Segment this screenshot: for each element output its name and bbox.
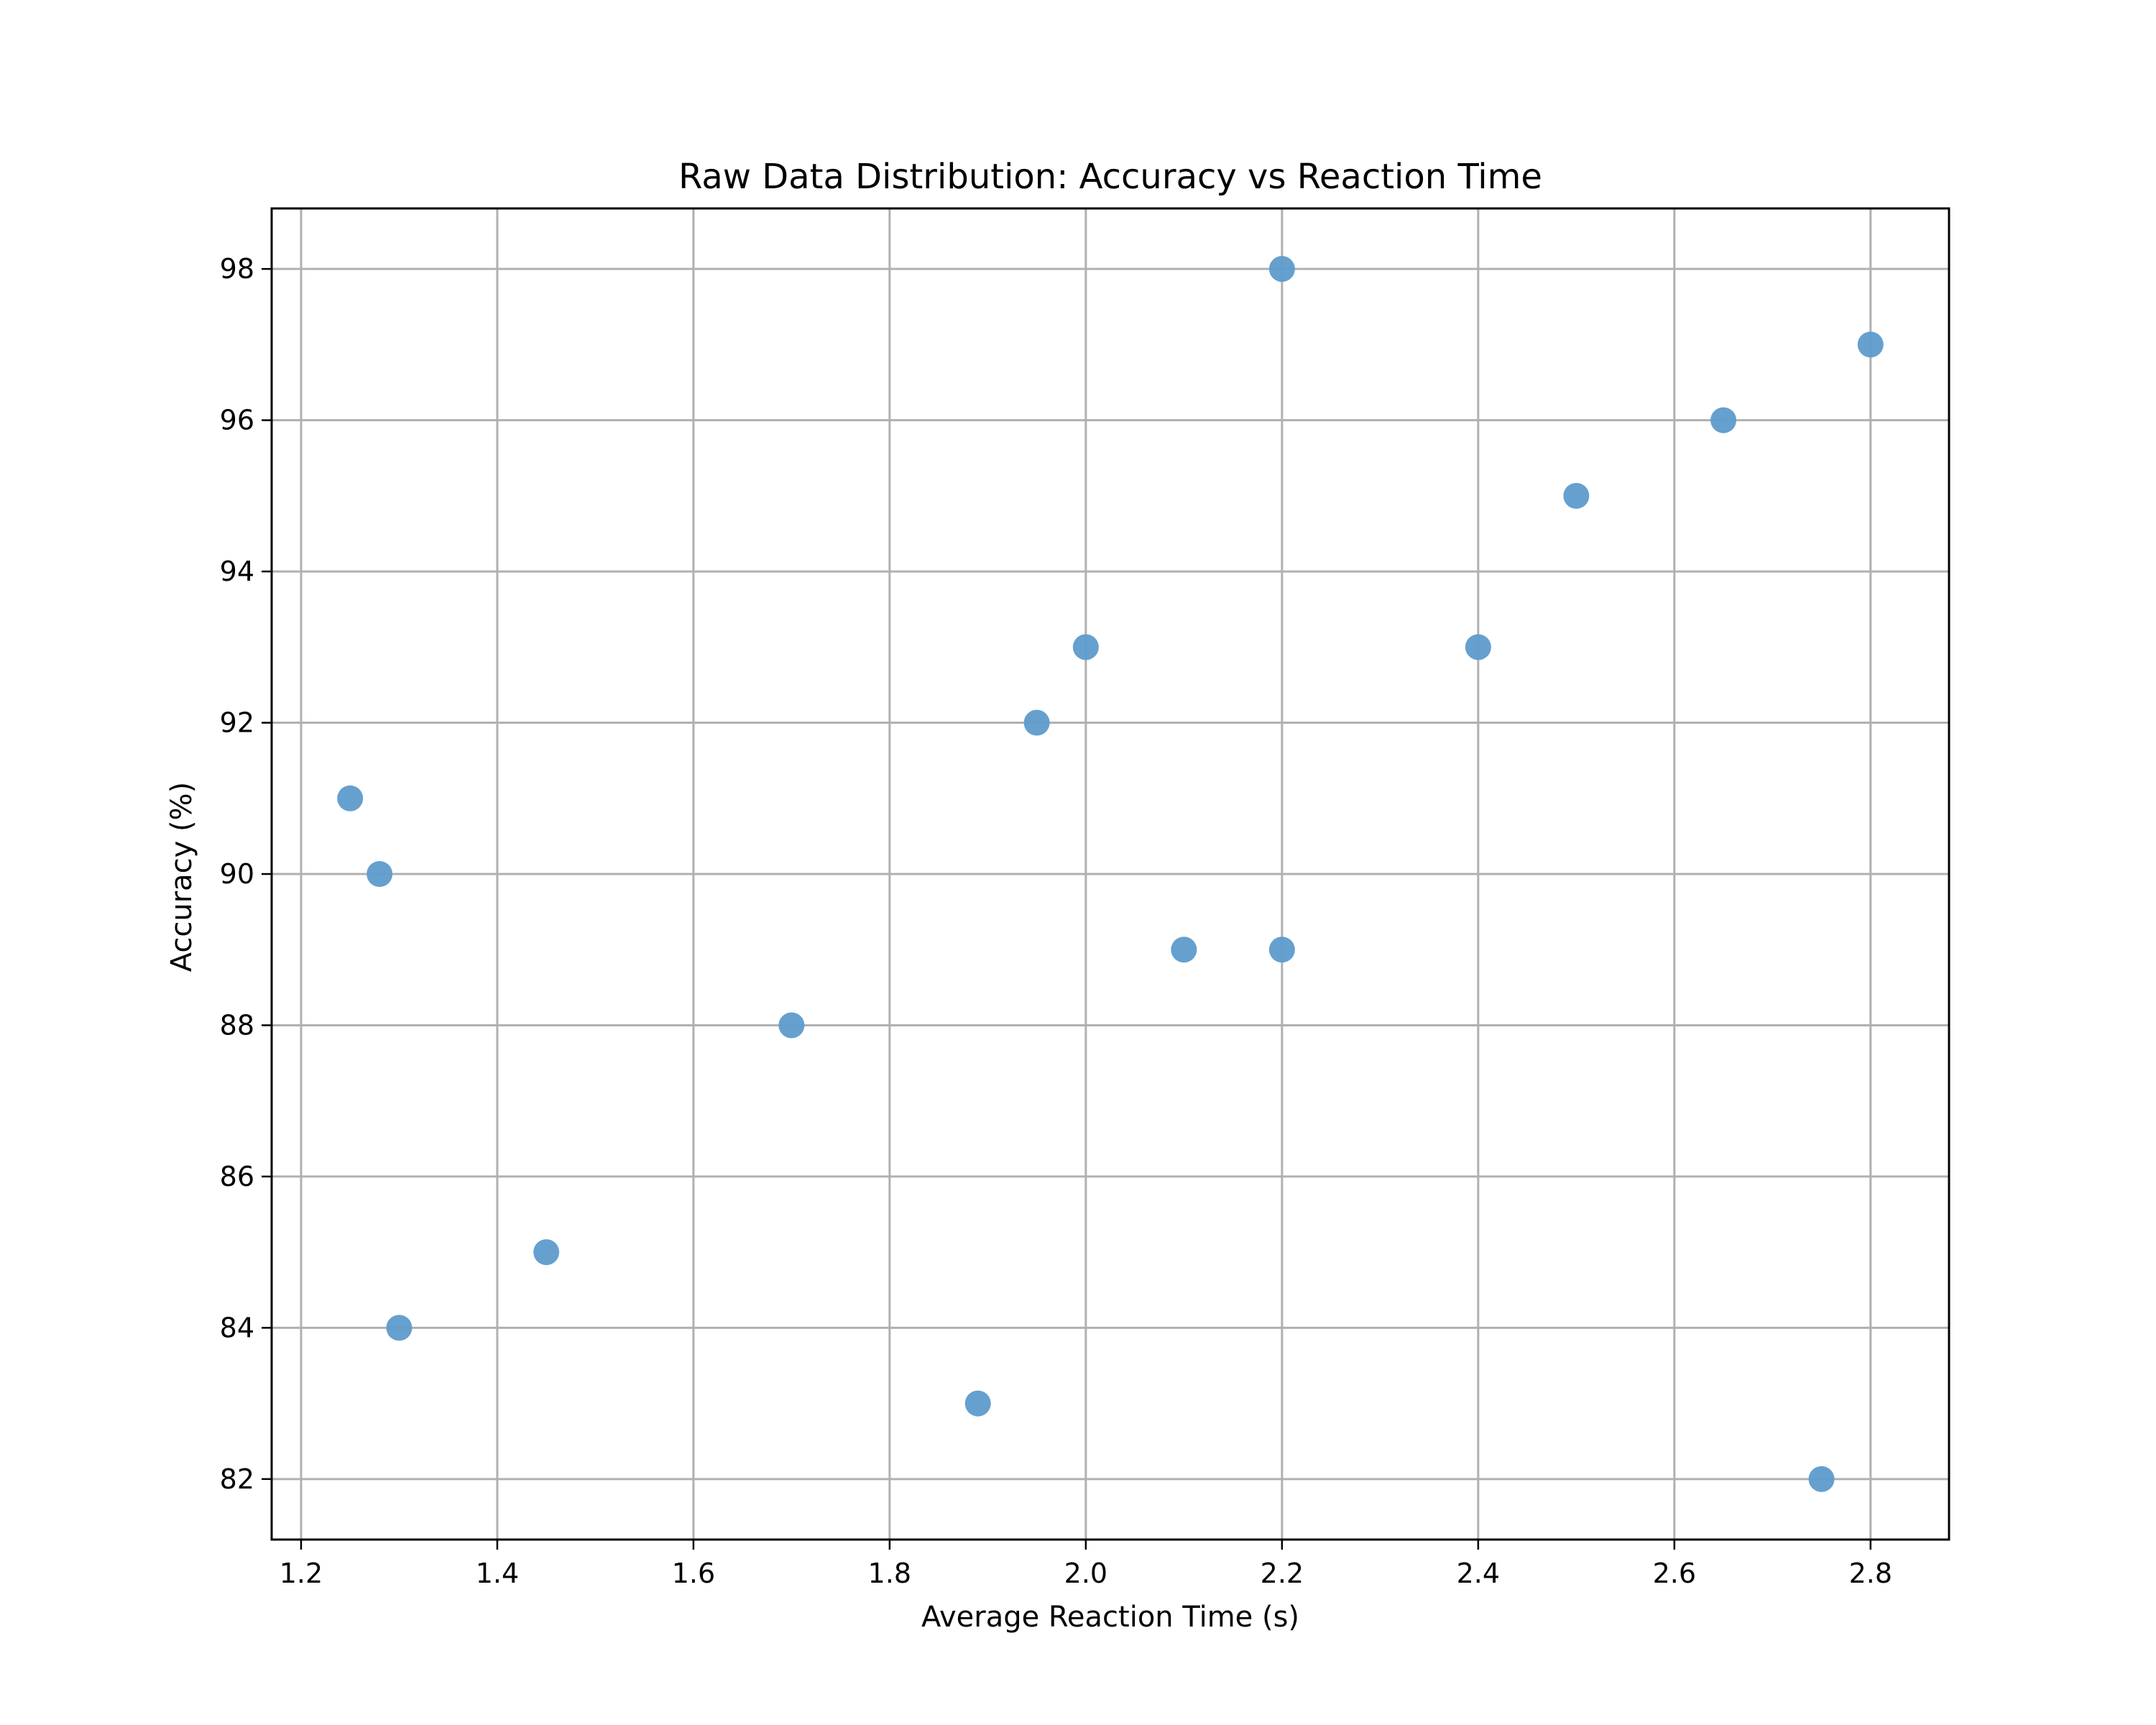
y-tick-label: 90 [220, 858, 254, 890]
scatter-point [367, 861, 393, 887]
y-tick-label: 88 [220, 1009, 254, 1041]
x-tick-label: 2.6 [1653, 1558, 1696, 1589]
x-tick-label: 2.4 [1457, 1558, 1500, 1589]
points-layer [337, 256, 1884, 1492]
y-axis-label: Accuracy (%) [165, 782, 198, 972]
y-tick-label: 94 [220, 556, 254, 587]
x-tick-label: 1.8 [868, 1558, 911, 1589]
scatter-point [1710, 407, 1737, 433]
scatter-point [533, 1239, 560, 1266]
x-axis-label: Average Reaction Time (s) [921, 1601, 1299, 1634]
grid-layer [272, 208, 1949, 1540]
scatter-point [1268, 937, 1295, 963]
x-tick-label: 1.2 [280, 1558, 323, 1589]
y-tick-label: 92 [220, 707, 254, 739]
x-tick-label: 2.0 [1064, 1558, 1107, 1589]
scatter-point [1563, 482, 1590, 509]
y-tick-label: 86 [220, 1161, 254, 1192]
scatter-point [1808, 1466, 1835, 1492]
x-tick-label: 2.2 [1261, 1558, 1304, 1589]
scatter-point [1023, 709, 1050, 736]
y-axis: 82 84 86 88 90 92 94 96 98 [220, 253, 272, 1495]
scatter-point [1857, 331, 1884, 358]
scatter-point [1465, 634, 1491, 661]
x-tick-label: 1.6 [672, 1558, 715, 1589]
x-tick-label: 2.8 [1849, 1558, 1892, 1589]
y-tick-label: 84 [220, 1312, 254, 1343]
x-tick-label: 1.4 [476, 1558, 519, 1589]
scatter-point [1171, 937, 1197, 963]
y-tick-label: 96 [220, 405, 254, 436]
scatter-point [386, 1315, 413, 1341]
chart-title: Raw Data Distribution: Accuracy vs React… [678, 157, 1542, 197]
scatter-point [1072, 634, 1099, 661]
scatter-point [778, 1012, 805, 1039]
scatter-point [1268, 256, 1295, 282]
scatter-point [337, 785, 364, 811]
y-tick-label: 82 [220, 1463, 254, 1495]
y-tick-label: 98 [220, 253, 254, 285]
scatter-point [964, 1390, 991, 1417]
x-axis: 1.2 1.4 1.6 1.8 2.0 2.2 2.4 2.6 2.8 [280, 1540, 1892, 1589]
